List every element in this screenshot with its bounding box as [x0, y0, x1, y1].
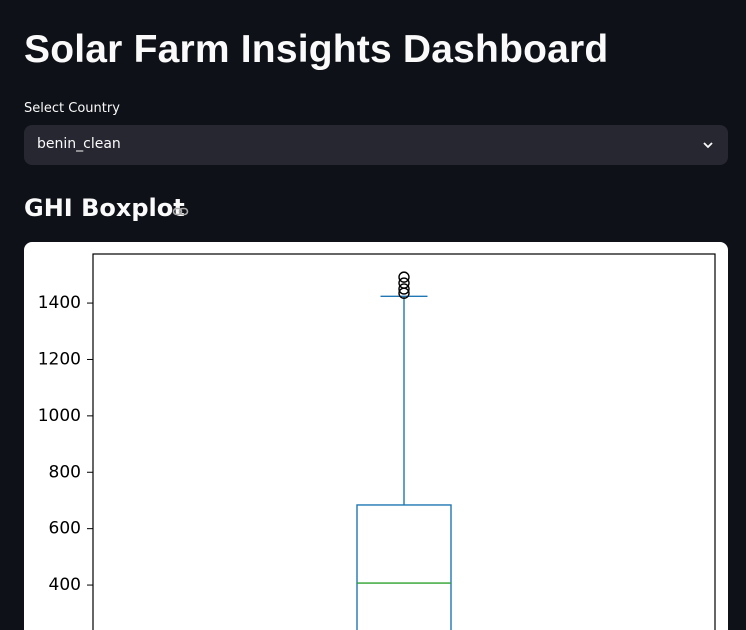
y-tick-label: 1400 — [38, 293, 81, 313]
country-select[interactable]: benin_clean — [24, 125, 728, 165]
plot-frame — [92, 253, 716, 630]
chevron-icon — [703, 142, 713, 149]
y-tick-label: 600 — [49, 519, 81, 539]
y-tick-label: 1000 — [38, 406, 81, 426]
outlier — [398, 283, 410, 295]
chart-panel: 400 600 800 1000 1200 1400 — [24, 242, 728, 630]
select-value: benin_clean — [37, 136, 121, 152]
outlier — [398, 277, 410, 289]
y-tick-label: 1200 — [38, 349, 81, 369]
y-tick-label: 400 — [49, 575, 81, 595]
page-title: Solar Farm Insights Dashboard — [24, 28, 609, 71]
select-label: Select Country — [24, 101, 120, 116]
box — [356, 504, 452, 630]
anchor-link-icon[interactable] — [172, 205, 190, 219]
section-title: GHI Boxplot — [24, 194, 185, 222]
outlier — [398, 271, 410, 283]
chart: 400 600 800 1000 1200 1400 — [38, 253, 716, 630]
y-tick-label: 800 — [49, 462, 81, 482]
